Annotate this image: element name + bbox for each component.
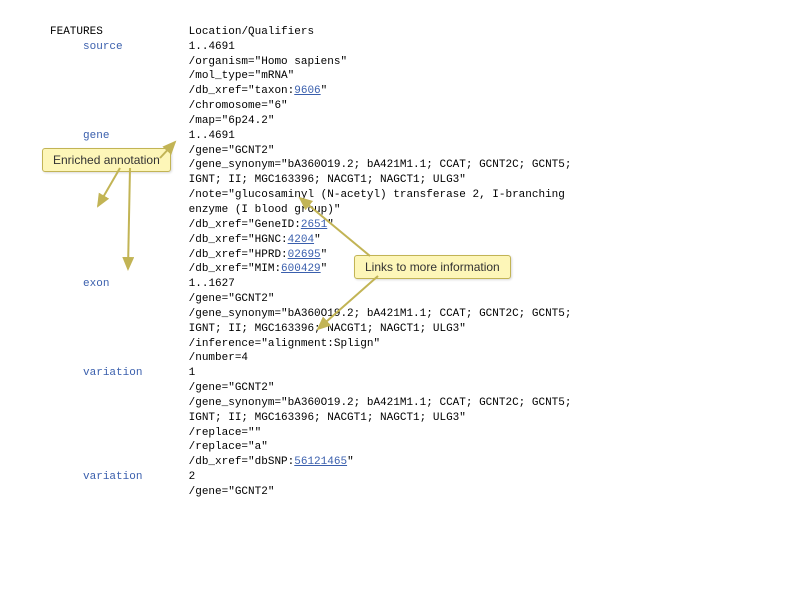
qualifier-line: /db_xref="dbSNP:56121465" [50, 455, 800, 470]
qualifier-line: /map="6p24.2" [50, 114, 800, 129]
qualifier-line: /replace="a" [50, 440, 800, 455]
db-xref-link[interactable]: 2651 [301, 219, 327, 231]
genbank-feature-table: FEATURES Location/Qualifiers source 1..4… [0, 0, 800, 500]
qualifier-line: IGNT; II; MGC163396; NACGT1; NAGCT1; ULG… [50, 322, 800, 337]
qualifier-line: /db_xref="taxon:9606" [50, 84, 800, 99]
db-xref-link[interactable]: 56121465 [294, 456, 347, 468]
feature-location: 2 [189, 471, 196, 483]
feature-location: 1..4691 [189, 41, 235, 53]
callout-label: Enriched annotation [53, 153, 160, 167]
location-qualifiers-header: Location/Qualifiers [189, 26, 314, 38]
qualifier-line: /gene="GCNT2" [50, 292, 800, 307]
qualifier-line: enzyme (I blood group)" [50, 203, 800, 218]
qualifier-line: /number=4 [50, 351, 800, 366]
qualifier-line: /inference="alignment:Splign" [50, 337, 800, 352]
qualifier-line: /note="glucosaminyl (N-acetyl) transfera… [50, 188, 800, 203]
feature-location: 1..4691 [189, 130, 235, 142]
qualifier-line: IGNT; II; MGC163396; NACGT1; NAGCT1; ULG… [50, 173, 800, 188]
feature-key-variation[interactable]: variation [83, 470, 142, 485]
header-row: FEATURES Location/Qualifiers [50, 25, 800, 40]
feature-key-exon[interactable]: exon [83, 277, 109, 292]
qualifier-line: /gene="GCNT2" [50, 381, 800, 396]
qualifier-line: /chromosome="6" [50, 99, 800, 114]
features-header: FEATURES [50, 26, 103, 38]
db-xref-link[interactable]: 02695 [288, 249, 321, 261]
qualifier-line: /gene="GCNT2" [50, 485, 800, 500]
db-xref-link[interactable]: 600429 [281, 263, 321, 275]
callout-label: Links to more information [365, 260, 500, 274]
db-xref-link[interactable]: 4204 [288, 234, 314, 246]
qualifier-line: /mol_type="mRNA" [50, 69, 800, 84]
callout-enriched-annotation: Enriched annotation [42, 148, 171, 172]
qualifier-line: /db_xref="GeneID:2651" [50, 218, 800, 233]
callout-links-more-info: Links to more information [354, 255, 511, 279]
qualifier-line: /db_xref="HGNC:4204" [50, 233, 800, 248]
feature-location: 1..1627 [189, 278, 235, 290]
qualifier-line: /organism="Homo sapiens" [50, 55, 800, 70]
feature-key-source[interactable]: source [83, 40, 123, 55]
qualifier-line: IGNT; II; MGC163396; NACGT1; NAGCT1; ULG… [50, 411, 800, 426]
feature-key-variation[interactable]: variation [83, 366, 142, 381]
feature-location: 1 [189, 367, 196, 379]
qualifier-line: /gene_synonym="bA360O19.2; bA421M1.1; CC… [50, 307, 800, 322]
qualifier-line: /replace="" [50, 426, 800, 441]
feature-key-gene[interactable]: gene [83, 129, 109, 144]
db-xref-link[interactable]: 9606 [294, 85, 320, 97]
qualifier-line: /gene_synonym="bA360O19.2; bA421M1.1; CC… [50, 396, 800, 411]
